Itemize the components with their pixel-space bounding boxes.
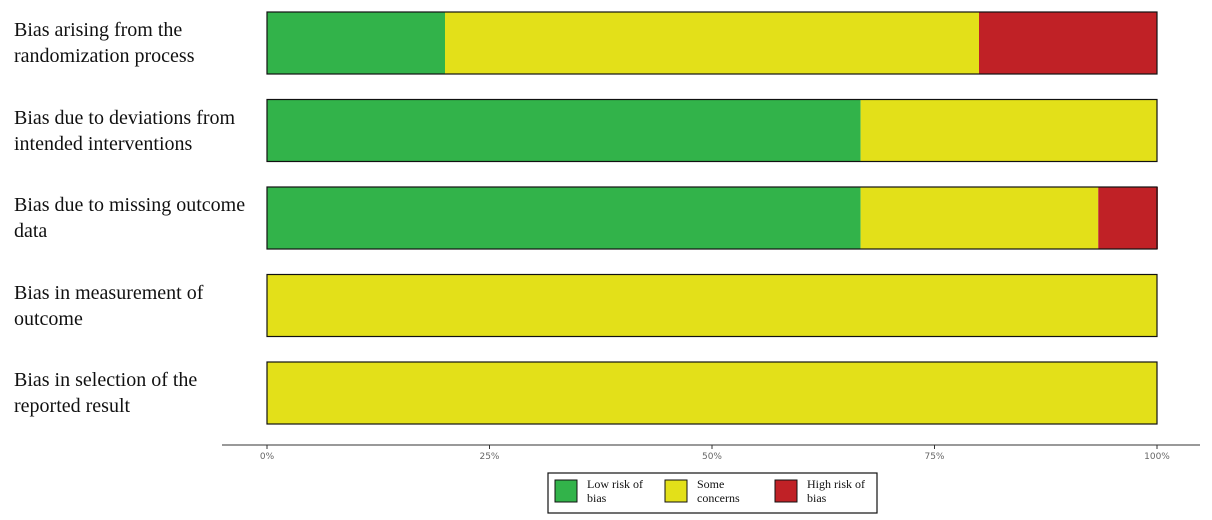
bar-segment bbox=[267, 362, 1157, 424]
x-tick-label: 75% bbox=[924, 452, 944, 462]
bar-segment bbox=[445, 12, 979, 74]
bar-outline bbox=[266, 361, 1158, 425]
bar-segment bbox=[267, 274, 1157, 337]
bar-segment bbox=[860, 187, 1099, 249]
legend-label: High risk of bias bbox=[807, 477, 865, 505]
bar-outline bbox=[266, 11, 1158, 75]
x-tick-label: 25% bbox=[479, 452, 499, 462]
category-label: Bias arising from the randomization proc… bbox=[14, 19, 195, 67]
legend-swatch bbox=[774, 479, 798, 503]
x-tick-label: 0% bbox=[260, 452, 275, 462]
legend-label: Low risk of bias bbox=[587, 477, 643, 505]
legend-swatch bbox=[664, 479, 688, 503]
category-label: Bias due to missing outcome data bbox=[14, 194, 246, 242]
bar-outline bbox=[266, 186, 1158, 250]
bar-segment bbox=[267, 187, 861, 249]
bar-segment bbox=[1098, 187, 1158, 249]
bar-outline bbox=[266, 98, 1158, 163]
bar-segment bbox=[267, 99, 861, 162]
legend-label: Some concerns bbox=[697, 477, 740, 505]
bar-segment bbox=[860, 99, 1157, 162]
legend-swatch bbox=[554, 479, 578, 503]
category-label: Bias due to deviations from intended int… bbox=[14, 106, 236, 155]
x-tick-label: 100% bbox=[1144, 452, 1170, 462]
legend-box bbox=[547, 472, 878, 514]
category-label: Bias in selection of the reported result bbox=[14, 369, 198, 417]
category-label: Bias in measurement of outcome bbox=[14, 281, 204, 330]
x-tick-label: 50% bbox=[702, 452, 722, 462]
bar-segment bbox=[267, 12, 445, 74]
bar-outline bbox=[266, 273, 1158, 338]
bar-segment bbox=[979, 12, 1157, 74]
